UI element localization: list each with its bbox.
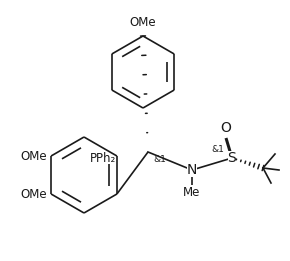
Text: &1: &1: [153, 155, 166, 164]
Text: OMe: OMe: [21, 150, 47, 163]
Text: PPh₂: PPh₂: [90, 152, 116, 165]
Text: S: S: [228, 151, 236, 165]
Text: &1: &1: [212, 145, 224, 155]
Text: OMe: OMe: [21, 187, 47, 200]
Text: OMe: OMe: [130, 16, 156, 29]
Text: O: O: [221, 121, 231, 135]
Text: M: M: [187, 186, 197, 199]
Text: N: N: [187, 163, 197, 177]
Text: Me: Me: [183, 186, 201, 199]
